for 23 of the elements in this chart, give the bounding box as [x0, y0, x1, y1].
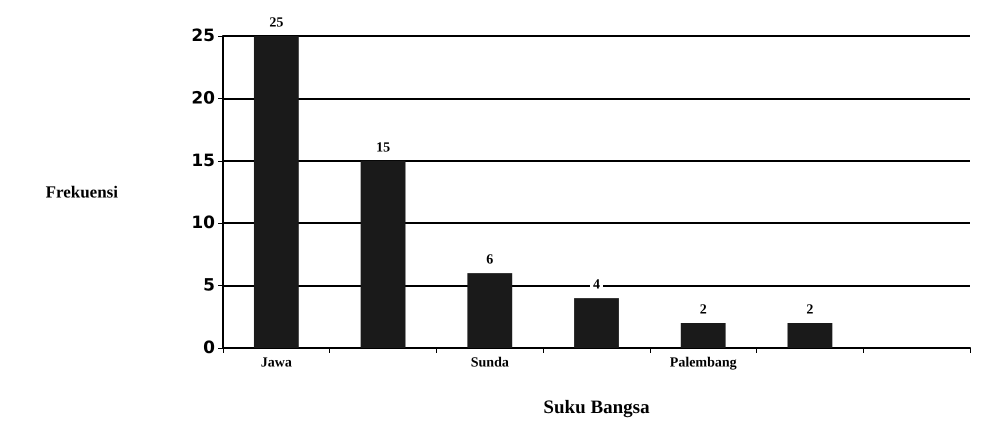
bar	[574, 298, 619, 348]
y-tick-label: 20	[191, 88, 216, 108]
x-tick-label: Jawa	[260, 356, 292, 370]
y-tick-label: 15	[191, 150, 215, 171]
data-label: 2	[806, 302, 814, 318]
bar	[360, 160, 406, 348]
y-tick-label: 25	[191, 26, 215, 46]
bar	[467, 273, 512, 348]
data-label: 2	[700, 302, 707, 318]
data-label: 15	[376, 140, 390, 156]
x-axis-title: Suku Bangsa	[543, 397, 650, 418]
y-axis-title: Frekuensi	[46, 182, 118, 202]
y-tick-label: 5	[203, 276, 215, 296]
bar	[254, 36, 299, 348]
y-tick-label: 0	[203, 338, 216, 358]
data-label: 4	[593, 278, 600, 293]
bar	[680, 323, 726, 348]
x-tick-label: Sunda	[470, 356, 509, 370]
data-label: 25	[269, 16, 284, 30]
x-tick-label: Palembang	[670, 356, 737, 370]
data-label: 6	[486, 252, 494, 268]
y-tick-label: 10	[191, 213, 216, 234]
bar	[788, 323, 832, 348]
